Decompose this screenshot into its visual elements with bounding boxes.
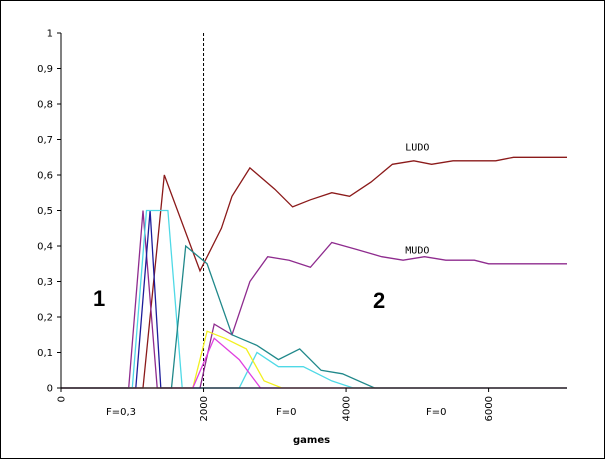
x-axis-label: games (293, 435, 330, 446)
y-tick-label: 0,5 (37, 206, 53, 217)
y-tick-label: 0,7 (37, 135, 53, 146)
f-label-2: F=0 (276, 407, 297, 418)
series-label-ludo: LUDO (405, 143, 429, 154)
x-tick-label: 4000 (342, 396, 353, 421)
series-line-unnamed-3 (61, 209, 567, 389)
phase-1-label: 1 (93, 286, 105, 311)
y-tick-label: 0,6 (37, 171, 53, 182)
series-line-unnamed-4 (61, 244, 567, 389)
series-label-mudo: MUDO (405, 246, 429, 257)
plot-area (61, 33, 567, 388)
y-tick-label: 0,2 (37, 313, 53, 324)
f-label-1: F=0,3 (106, 407, 136, 418)
series-line-unnamed-5 (61, 330, 567, 389)
y-tick-label: 0,4 (37, 242, 53, 253)
y-tick-label: 0,9 (37, 64, 53, 75)
f-label-3: F=0 (426, 407, 447, 418)
x-tick-label: 2000 (199, 396, 210, 421)
y-tick-label: 1 (47, 29, 53, 40)
y-tick-label: 0,1 (37, 348, 53, 359)
x-tick-label: 6000 (484, 396, 495, 421)
y-tick-label: 0,8 (37, 100, 53, 111)
x-tick-label: 0 (57, 396, 68, 402)
phase-2-label: 2 (373, 288, 385, 313)
series-line-ludo (61, 156, 567, 389)
y-tick-label: 0,3 (37, 277, 53, 288)
y-tick-label: 0 (47, 384, 53, 395)
